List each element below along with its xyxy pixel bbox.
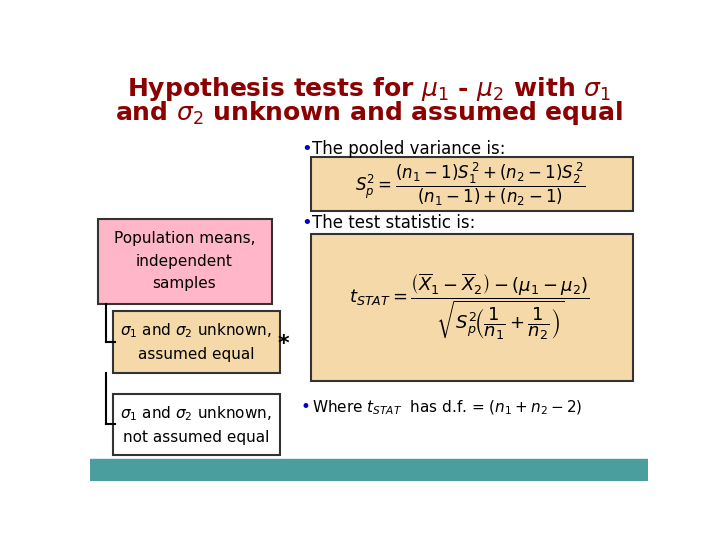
Text: •: • xyxy=(301,140,312,159)
Text: $S_p^2 = \dfrac{(n_1-1)S_1^{\,2}+(n_2-1)S_2^{\,2}}{(n_1-1)+(n_2-1)}$: $S_p^2 = \dfrac{(n_1-1)S_1^{\,2}+(n_2-1)… xyxy=(354,160,585,208)
Text: •: • xyxy=(301,214,312,232)
Text: Where $t_{STAT}$  has d.f. = $(n_1 + n_2 - 2)$: Where $t_{STAT}$ has d.f. = $(n_1 + n_2 … xyxy=(312,399,582,417)
FancyBboxPatch shape xyxy=(98,219,272,303)
FancyBboxPatch shape xyxy=(311,234,632,381)
FancyBboxPatch shape xyxy=(311,157,632,211)
Text: The pooled variance is:: The pooled variance is: xyxy=(312,140,506,159)
Text: $\sigma_1$ and $\sigma_2$ unknown,
assumed equal: $\sigma_1$ and $\sigma_2$ unknown, assum… xyxy=(120,321,272,362)
Text: •: • xyxy=(301,399,310,416)
Text: and $\sigma_2$ unknown and assumed equal: and $\sigma_2$ unknown and assumed equal xyxy=(115,98,623,126)
Text: $t_{STAT} = \dfrac{\left(\overline{X}_1 - \overline{X}_2\right) - \left(\mu_1 - : $t_{STAT} = \dfrac{\left(\overline{X}_1 … xyxy=(349,272,590,342)
FancyBboxPatch shape xyxy=(113,394,280,455)
Text: $\sigma_1$ and $\sigma_2$ unknown,
not assumed equal: $\sigma_1$ and $\sigma_2$ unknown, not a… xyxy=(120,404,272,445)
Bar xyxy=(90,459,648,481)
Text: Hypothesis tests for $\mu_1$ - $\mu_2$ with $\sigma_1$: Hypothesis tests for $\mu_1$ - $\mu_2$ w… xyxy=(127,76,611,104)
Text: The test statistic is:: The test statistic is: xyxy=(312,214,476,232)
FancyBboxPatch shape xyxy=(113,311,280,373)
Text: $\mathbf{*}$: $\mathbf{*}$ xyxy=(277,332,290,352)
Text: Population means,
independent
samples: Population means, independent samples xyxy=(114,232,256,291)
